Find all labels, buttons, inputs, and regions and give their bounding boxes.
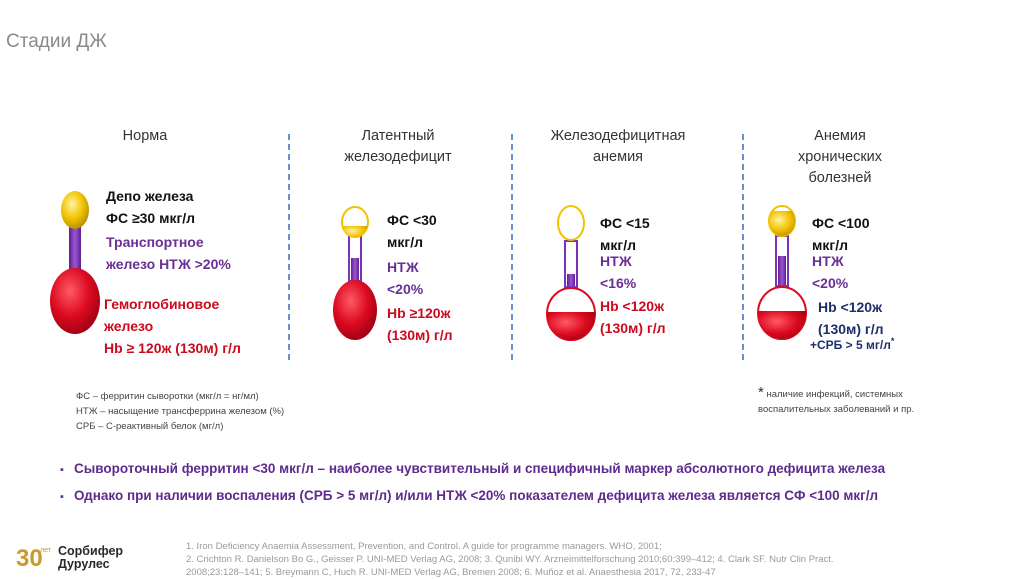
label-line: НТЖ: [600, 253, 632, 269]
label-line: (130м) г/л: [600, 320, 666, 336]
transport-fill: [567, 274, 575, 286]
stage-title-line: Анемия: [814, 128, 866, 144]
hemoglobin-pool: [50, 268, 100, 334]
hemoglobin-fill: [547, 312, 595, 340]
label-line: НТЖ: [387, 259, 419, 275]
label-line: ФС <15: [600, 215, 650, 231]
reference-line: 1. Iron Deficiency Anaemia Assessment, P…: [186, 541, 662, 552]
label-line: железо: [104, 318, 154, 334]
latent-transport-label: НТЖ <20%: [387, 256, 423, 300]
ida-depot-label: ФС <15 мкг/л: [600, 212, 650, 256]
label-line: <20%: [812, 275, 849, 291]
acd-hb-label: Hb <120ж (130м) г/л: [818, 296, 884, 340]
brand-line: Дурулес: [58, 557, 110, 571]
label-line: Депо железа: [106, 188, 194, 204]
acd-crp-label: +СРБ > 5 мг/л*: [810, 336, 894, 352]
badge-number: 30: [16, 545, 43, 572]
stage-title-ida: Железодефицитная анемия: [533, 126, 703, 168]
legend-line: НТЖ – насыщение трансферрина железом (%): [76, 406, 285, 417]
label-line: мкг/л: [387, 234, 423, 250]
acd-transport-label: НТЖ <20%: [812, 250, 848, 294]
stage-divider: [742, 134, 744, 360]
ferritin-depot: [557, 205, 585, 241]
label-line: (130м) г/л: [387, 327, 453, 343]
label-line: Hb ≥120ж: [387, 305, 451, 321]
key-point-text: Однако при наличии воспаления (СРБ > 5 м…: [74, 488, 879, 503]
ferritin-fill: [342, 226, 368, 237]
brand-name: Сорбифер Дурулес: [58, 545, 123, 571]
abbreviation-legend: ФС – ферритин сыворотки (мкг/л = нг/мл) …: [76, 389, 284, 434]
bullet-marker: ▪: [60, 491, 64, 503]
ida-hb-label: Hb <120ж (130м) г/л: [600, 295, 666, 339]
label-line: <20%: [387, 281, 424, 297]
badge-sub: лет: [40, 547, 52, 554]
brand-logo: 30 лет Сорбифер Дурулес: [16, 540, 166, 574]
footnote-star: *: [758, 384, 764, 401]
footnote: * наличие инфекций, системных воспалител…: [758, 385, 914, 417]
stage-title-line: Норма: [122, 128, 168, 144]
transport-column: [69, 224, 81, 270]
label-line: ФС <100: [812, 215, 870, 231]
norm-hb-label: Гемоглобиновое железо Hb ≥ 120ж (130м) г…: [104, 293, 241, 359]
stage-title-norm: Норма: [80, 126, 210, 147]
figure-latent: [333, 206, 377, 340]
footnote-line: наличие инфекций, системных: [766, 389, 903, 400]
label-line: Гемоглобиновое: [104, 296, 220, 312]
stage-divider: [288, 134, 290, 360]
legend-line: СРБ – С-реактивный белок (мг/л): [76, 421, 224, 432]
label-line: НТЖ: [812, 253, 844, 269]
stage-title-line: хронических: [797, 149, 883, 165]
label-line: железо НТЖ >20%: [106, 256, 231, 272]
bullet-marker: ▪: [60, 464, 64, 476]
key-point-text: Сывороточный ферритин <30 мкг/л – наибол…: [74, 461, 886, 476]
brand-line: Сорбифер: [58, 544, 124, 558]
figure-ida: [546, 205, 596, 341]
acd-depot-label: ФС <100 мкг/л: [812, 212, 869, 256]
footnote-line: воспалительных заболеваний и пр.: [758, 404, 915, 415]
label-line: ФС ≥30 мкг/л: [106, 210, 196, 226]
reference-line: 2. Crichton R. Danielson Bo G., Geisser …: [186, 554, 834, 565]
stage-divider: [511, 134, 513, 360]
stage-title-line: болезней: [808, 170, 872, 186]
stage-title-line: железодефицит: [344, 149, 452, 165]
label-line: Транспортное: [106, 234, 204, 250]
label-line: Hb <120ж: [600, 298, 665, 314]
key-points: ▪ Сывороточный ферритин <30 мкг/л – наибо…: [60, 456, 885, 510]
norm-transport-label: Транспортное железо НТЖ >20%: [106, 231, 231, 275]
figure-norm: [50, 191, 100, 334]
page-title: Стадии ДЖ: [6, 31, 107, 52]
transport-fill: [351, 258, 359, 280]
latent-hb-label: Hb ≥120ж (130м) г/л: [387, 302, 453, 346]
hemoglobin-fill: [758, 311, 806, 339]
key-point: ▪ Однако при наличии воспаления (СРБ > 5 …: [60, 483, 885, 510]
label-line: мкг/л: [812, 237, 848, 253]
label-line: <16%: [600, 275, 637, 291]
crp-text: +СРБ > 5 мг/л: [810, 338, 891, 352]
ferritin-depot: [61, 191, 89, 229]
hemoglobin-pool: [333, 280, 377, 340]
transport-fill: [778, 256, 786, 285]
label-line: мкг/л: [600, 237, 636, 253]
label-line: (130м) г/л: [818, 321, 884, 337]
latent-depot-label: ФС <30 мкг/л: [387, 209, 437, 253]
legend-line: ФС – ферритин сыворотки (мкг/л = нг/мл): [76, 391, 259, 402]
stage-title-acd: Анемия хронических болезней: [770, 126, 910, 189]
anniversary-badge-icon: 30 лет: [16, 545, 52, 572]
label-line: Hb ≥ 120ж (130м) г/л: [104, 340, 241, 356]
references: 1. Iron Deficiency Anaemia Assessment, P…: [186, 540, 834, 579]
stage-title-latent: Латентный железодефицит: [323, 126, 473, 168]
label-line: Hb <120ж: [818, 299, 883, 315]
stage-title-line: Железодефицитная: [550, 128, 686, 144]
ferritin-fill: [769, 211, 795, 236]
stage-title-line: Латентный: [361, 128, 435, 144]
crp-footnote-marker: *: [890, 336, 895, 346]
key-point: ▪ Сывороточный ферритин <30 мкг/л – наибо…: [60, 456, 885, 483]
norm-depot-label: Депо железа ФС ≥30 мкг/л: [106, 185, 195, 229]
stage-title-line: анемия: [592, 149, 644, 165]
ida-transport-label: НТЖ <16%: [600, 250, 636, 294]
reference-line: 2008;23:128–141; 5. Breymann C, Huch R. …: [186, 567, 716, 578]
figure-acd: [757, 205, 807, 340]
label-line: ФС <30: [387, 212, 437, 228]
